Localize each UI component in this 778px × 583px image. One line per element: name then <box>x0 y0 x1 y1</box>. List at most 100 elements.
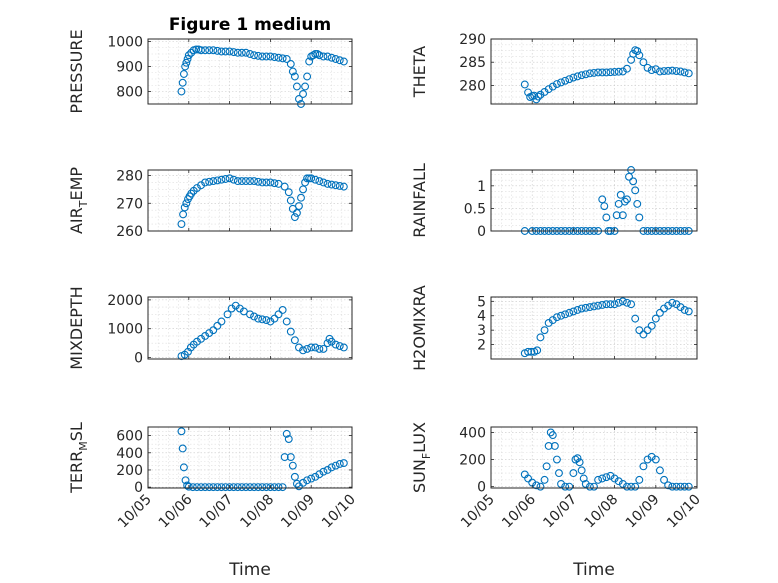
terr-msl-data-point <box>184 482 193 491</box>
sun-flux-data-point <box>672 482 681 491</box>
sun-flux-data-point <box>575 458 584 467</box>
pressure-data-point <box>184 51 193 60</box>
terr-msl-data-point <box>307 474 316 483</box>
h2omixra-y-tick-label: 3 <box>477 323 486 339</box>
pressure-data-point <box>303 72 312 81</box>
theta-data-point-interp <box>557 78 565 87</box>
pressure-data-point-interp <box>237 48 246 57</box>
pressure-data-point <box>309 51 318 60</box>
terr-msl-x-tick-label: 10/07 <box>197 492 237 532</box>
theta-y-tick-label: 290 <box>459 32 486 48</box>
mixdepth-data-point <box>331 340 340 349</box>
sun-flux-x-tick-label: 10/09 <box>623 492 663 532</box>
air-temp-data-point-interp <box>221 175 230 183</box>
air-temp-y-tick-label: 280 <box>116 169 143 185</box>
air-temp-data-point <box>217 175 226 184</box>
sun-flux-data-point <box>618 479 627 488</box>
air-temp-data-point <box>258 178 267 187</box>
pressure-data-point <box>295 95 303 103</box>
h2omixra-data-point <box>647 321 656 330</box>
theta-data-point-interp <box>548 82 557 91</box>
rainfall-data-point <box>635 213 644 222</box>
rainfall-data-point <box>612 211 621 220</box>
mixdepth-data-point <box>290 336 299 345</box>
h2omixra-data-point <box>618 297 627 306</box>
sun-flux-plot-area <box>490 426 698 489</box>
rainfall-data-point <box>602 213 611 222</box>
rainfall-data-point <box>600 202 609 211</box>
terr-msl-data-point <box>181 476 190 485</box>
rainfall-y-axis-label: RAINFALL <box>410 163 429 238</box>
theta-data-point <box>552 80 561 88</box>
theta-data-point <box>577 71 586 80</box>
mixdepth-data-point-interp <box>250 312 259 321</box>
rainfall-plot-area <box>490 169 698 232</box>
pressure-data-point <box>177 87 186 96</box>
mixdepth-data-point <box>307 343 316 352</box>
air-temp-data-point-interp <box>335 181 344 190</box>
air-temp-data-point <box>193 184 201 192</box>
mixdepth-data-point <box>223 310 232 319</box>
sun-flux-y-axis-label-rest: LUX <box>410 422 429 453</box>
theta-data-point-interp <box>614 67 623 76</box>
theta-data-point <box>647 66 656 75</box>
air-temp-data-point <box>233 177 242 186</box>
sun-flux-data-point <box>623 482 631 491</box>
sun-flux-data-point <box>557 479 565 488</box>
h2omixra-data-point <box>536 333 545 342</box>
theta-data-point <box>651 65 660 74</box>
theta-data-point-interp <box>680 68 689 77</box>
h2omixra-data-point <box>527 347 536 356</box>
air-temp-data-point <box>177 220 186 229</box>
theta-data-point-interp <box>606 68 615 77</box>
rainfall-y-tick-label: 1 <box>477 179 486 195</box>
mixdepth-axes-frame <box>147 296 353 360</box>
mixdepth-data-point <box>278 306 287 314</box>
air-temp-y-tick-label: 270 <box>116 196 143 212</box>
theta-data-point <box>623 64 631 73</box>
terr-msl-data-point-interp <box>197 483 205 492</box>
sun-flux-x-tick-label: 10/10 <box>664 492 704 532</box>
rainfall-data-point <box>625 172 633 181</box>
theta-y-axis-label-main: THETA <box>410 46 429 98</box>
sun-flux-data-point <box>561 482 570 491</box>
terr-msl-data-point <box>241 483 250 492</box>
mixdepth-y-tick-label: 0 <box>134 351 143 367</box>
terr-msl-data-point <box>315 470 324 479</box>
rainfall-data-point <box>598 195 607 204</box>
air-temp-data-point-interp <box>237 177 246 186</box>
terr-msl-data-point <box>292 479 301 488</box>
pressure-data-point <box>299 90 307 98</box>
mixdepth-data-point <box>286 327 295 336</box>
theta-data-point-interp <box>590 68 598 77</box>
sun-flux-data-point <box>550 442 559 450</box>
terr-msl-data-point <box>178 444 187 453</box>
pressure-data-point <box>182 58 191 67</box>
terr-msl-data-point <box>209 483 218 492</box>
h2omixra-data-point <box>635 326 644 335</box>
sun-flux-y-tick-label: 400 <box>459 425 486 441</box>
sun-flux-axes-frame <box>490 426 698 489</box>
air-temp-data-point <box>301 178 310 187</box>
sun-flux-data-point <box>614 477 623 486</box>
terr-msl-data-point <box>217 483 226 492</box>
air-temp-data-point <box>280 182 289 191</box>
theta-data-point <box>676 67 685 76</box>
terr-msl-x-tick-label: 10/05 <box>115 492 155 532</box>
air-temp-data-point-interp <box>205 177 214 186</box>
theta-data-point-interp <box>672 67 681 75</box>
theta-data-point <box>602 68 611 77</box>
sun-flux-data-point <box>631 482 640 491</box>
rainfall-y-tick-label: 0 <box>477 224 486 240</box>
terr-msl-data-point-interp <box>246 483 254 492</box>
sun-flux-data-point <box>639 462 648 471</box>
theta-axes-frame <box>490 38 698 105</box>
terr-msl-y-axis-label-main: TERR <box>67 451 86 494</box>
theta-data-point-interp <box>598 68 607 77</box>
air-temp-data-point <box>201 178 210 187</box>
pressure-data-point <box>339 57 348 66</box>
sun-flux-data-point <box>569 469 578 478</box>
theta-data-point <box>594 68 603 77</box>
theta-data-point <box>635 51 644 60</box>
